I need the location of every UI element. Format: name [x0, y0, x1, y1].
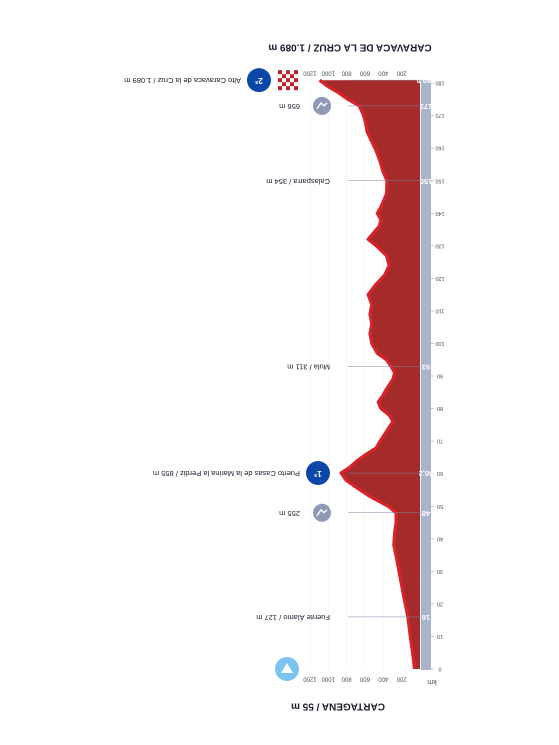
elevation-area — [318, 78, 420, 670]
elevation-tick-bottom: 600 — [359, 675, 370, 681]
finish-flag-square — [294, 78, 298, 83]
km-tick-label: 170 — [435, 112, 444, 118]
km-tick-label: 100 — [435, 340, 444, 346]
key-km-label: 93 — [422, 362, 430, 371]
km-tick-label: 20 — [437, 600, 443, 606]
elevation-tick-top: 1200 — [303, 69, 317, 75]
finish-flag-square — [290, 82, 294, 87]
key-km-label: 60,2 — [419, 469, 434, 478]
km-unit-label: km — [427, 678, 437, 685]
climb-category-marker — [306, 461, 330, 486]
elevation-tick-bottom: 1200 — [303, 675, 317, 681]
finish-flag-square — [278, 70, 282, 75]
elevation-tick-top: 400 — [378, 69, 389, 75]
km-tick-label: 110 — [436, 307, 445, 313]
elevation-tick-bottom: 200 — [396, 675, 407, 681]
town-label: Calasparra / 354 m — [266, 177, 330, 186]
elevation-tick-top: 800 — [341, 69, 352, 75]
elevation-tick-bottom: 800 — [341, 675, 352, 681]
sprint-icon — [316, 508, 328, 517]
km-tick-label: 10 — [437, 633, 443, 639]
finish-flag-square — [290, 74, 294, 79]
km-tick-label: 150 — [435, 177, 444, 183]
town-label: Mula / 311 m — [287, 362, 330, 371]
town-label: Fuente Álamo / 127 m — [256, 613, 330, 622]
climb-category-marker — [247, 68, 271, 93]
finish-title: CARAVACA DE LA CRUZ / 1.089 m — [268, 41, 431, 52]
elevation-tick-bottom: 1000 — [321, 675, 335, 681]
km-tick-label: 90 — [437, 373, 443, 379]
climb-category-text: 1ª — [314, 469, 321, 478]
climb-label: Puerto Casas de la Marina la Perdiz / 85… — [153, 469, 300, 478]
finish-flag-square — [294, 70, 298, 75]
km-tick-label: 120 — [435, 275, 444, 281]
finish-flag-square — [286, 86, 290, 91]
elevation-fill — [320, 80, 420, 669]
elevation-tick-top: 1000 — [321, 69, 335, 75]
km-tick-label: 130 — [435, 242, 444, 248]
km-tick-label: 50 — [437, 503, 443, 509]
km-tick-label: 60 — [437, 470, 443, 476]
elevation-tick-top: 600 — [359, 69, 370, 75]
distance-axis-band — [421, 80, 431, 670]
key-km-label: 150 — [420, 177, 433, 186]
key-km-label: 180,9 — [417, 76, 436, 85]
finish-flag-square — [294, 86, 298, 91]
start-icon — [281, 663, 293, 673]
finish-flag-square — [286, 78, 290, 83]
sprint-label: 656 m — [279, 102, 300, 111]
elevation-edge — [318, 78, 417, 670]
elevation-tick-top: 200 — [396, 69, 407, 75]
km-tick-label: 70 — [437, 438, 443, 444]
km-tick-label: 0 — [438, 666, 441, 672]
sprint-marker — [313, 96, 331, 115]
km-tick-label: 40 — [437, 535, 443, 541]
sprint-marker — [313, 503, 331, 522]
key-km-label: 48 — [422, 509, 430, 518]
finish-flag-square — [278, 86, 282, 91]
finish-flag-square — [278, 78, 282, 83]
elevation-tick-bottom: 400 — [378, 675, 389, 681]
km-tick-label: 80 — [437, 405, 443, 411]
key-km-label: 16 — [422, 613, 430, 622]
key-points: Fuente Álamo / 127 m 255 m 1ª Puerto Casas … — [124, 67, 421, 681]
sprint-icon — [316, 101, 328, 110]
start-title: CARTAGENA / 55 m — [291, 700, 385, 711]
key-km-label: 173 — [420, 102, 433, 111]
sprint-label: 255 m — [279, 509, 300, 518]
km-tick-label: 140 — [435, 210, 444, 216]
km-tick-label: 160 — [435, 145, 444, 151]
climb-category-text: 2ª — [255, 76, 262, 85]
finish-flag-square — [282, 74, 286, 79]
finish-flag-square — [282, 82, 286, 87]
km-tick-label: 30 — [437, 568, 443, 574]
finish-flag-square — [286, 70, 290, 75]
distance-axis: 0 10 20 30 40 50 60 70 80 90 100 110 120 130 140 150 160… — [417, 76, 445, 685]
km-tick-label: 180 — [435, 80, 444, 86]
climb-label: Alto Caravaca de la Cruz / 1.089 m — [124, 76, 241, 85]
titles: CARTAGENA / 55 m CARAVACA DE LA CRUZ / 1.… — [268, 41, 431, 711]
